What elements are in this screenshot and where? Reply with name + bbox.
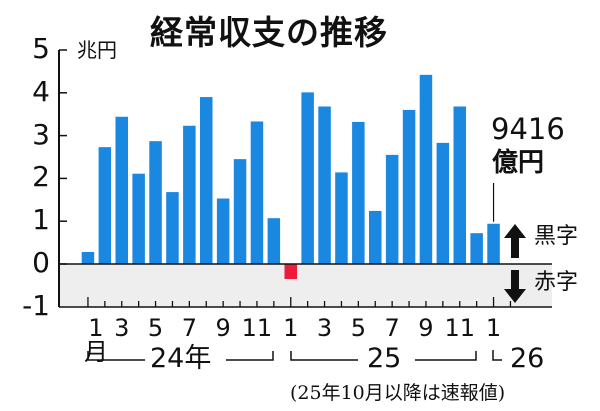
y-tick-label: 1	[32, 203, 50, 237]
y-axis-unit: 兆円	[77, 38, 117, 62]
bar	[453, 106, 466, 264]
x-tick-label: 9	[418, 314, 434, 342]
bar	[250, 121, 264, 264]
bar	[419, 74, 433, 264]
year-label-24: 24年	[150, 343, 212, 374]
surplus-legend: 黒字	[534, 224, 579, 249]
bar	[183, 125, 196, 264]
bar	[470, 233, 483, 264]
bar	[149, 141, 162, 264]
footnote: (25年10月以降は速報値)	[290, 382, 506, 404]
bar	[487, 223, 500, 264]
y-tick-label: 5	[32, 32, 50, 65]
deficit-legend: 赤字	[534, 270, 579, 295]
bar	[402, 109, 416, 264]
chart-title: 経常収支の推移	[150, 13, 388, 52]
arrow-down-icon	[504, 270, 526, 303]
bar	[98, 147, 112, 264]
negative-region	[59, 264, 552, 307]
bar	[166, 192, 179, 264]
year-bracket-25	[290, 351, 358, 361]
bar	[385, 154, 399, 264]
y-tick-label: 0	[32, 246, 50, 279]
last-value-label: 9416	[491, 112, 565, 146]
x-tick-label: 1	[485, 314, 502, 342]
year-label-25: 25	[367, 343, 402, 374]
x-tick-label: 5	[147, 314, 164, 342]
bar	[352, 121, 365, 265]
x-tick-label: 7	[384, 314, 400, 342]
bar	[284, 264, 297, 279]
bar	[200, 97, 213, 264]
y-tick-label: -1	[22, 288, 50, 322]
bar	[301, 92, 314, 264]
x-tick-label: 11	[241, 314, 273, 342]
bar	[81, 252, 95, 264]
year-bracket-24	[226, 351, 274, 361]
x-tick-label: 1	[283, 314, 299, 342]
year-bracket-24	[87, 351, 145, 361]
y-tick-label: 4	[32, 74, 50, 108]
last-value-unit: 億円	[492, 148, 545, 178]
arrow-up-icon	[504, 224, 526, 258]
x-tick-label: 9	[215, 314, 231, 342]
x-tick-label: 7	[181, 314, 197, 342]
x-tick-label: 3	[114, 314, 130, 342]
bar	[369, 210, 382, 264]
x-tick-label: 1月	[83, 314, 108, 366]
bar	[267, 218, 281, 264]
bar	[216, 198, 230, 264]
year-bracket-25	[415, 351, 477, 361]
bar	[115, 116, 128, 264]
x-tick-label: 3	[316, 314, 333, 342]
y-tick-label: 3	[32, 117, 50, 151]
bar	[335, 172, 348, 264]
year-label-26: 26	[510, 343, 545, 374]
x-tick-label: 11	[444, 314, 476, 342]
year-bracket-26	[492, 350, 502, 361]
bar	[132, 173, 145, 264]
bar	[233, 159, 247, 264]
y-tick-label: 2	[32, 160, 50, 194]
x-tick-label: 5	[350, 314, 366, 342]
bar	[318, 106, 331, 264]
bar	[436, 142, 450, 264]
